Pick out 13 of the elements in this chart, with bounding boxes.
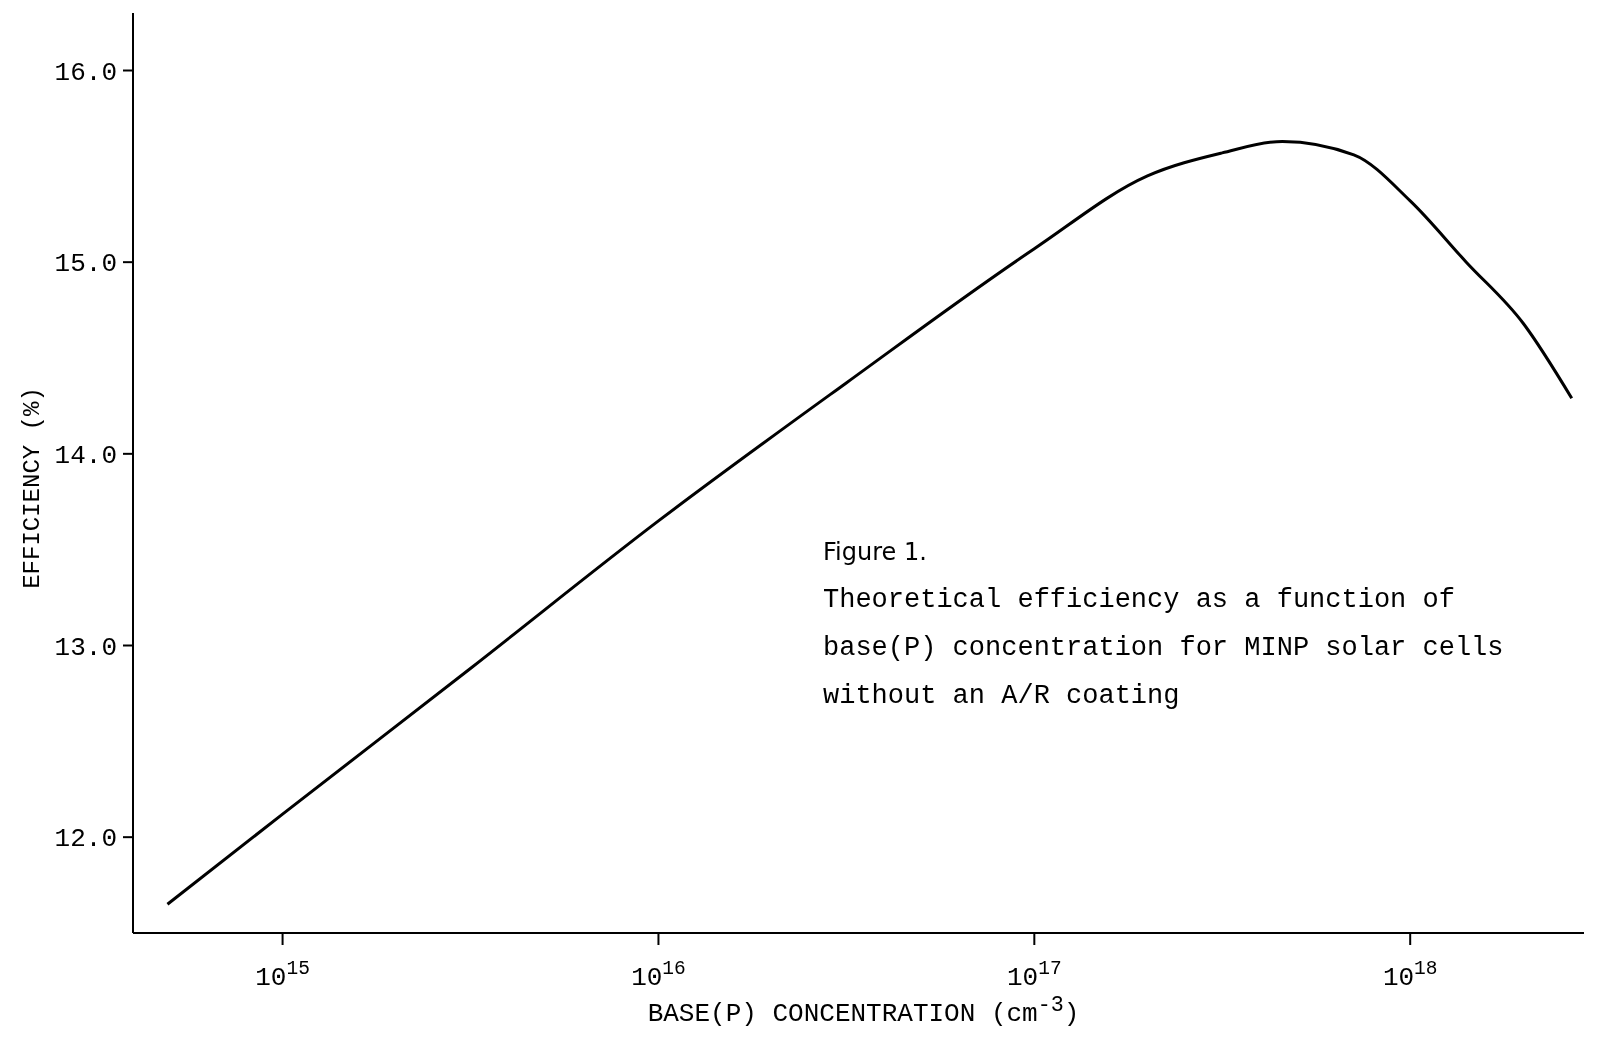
x-tick-label: 10$^{18}$ xyxy=(1382,958,1438,993)
y-axis-title: EFFICIENCY (%) xyxy=(18,387,46,589)
y-tick-label: 15.0 xyxy=(54,249,117,280)
x-tick-label: 10$^{16}$ xyxy=(631,958,686,993)
y-tick-label: 12.0 xyxy=(54,824,117,855)
y-tick-label: 14.0 xyxy=(54,440,117,471)
y-tick-label: 13.0 xyxy=(54,632,117,663)
annotation: Figure 1. xyxy=(823,537,928,568)
x-tick-label: 10$^{17}$ xyxy=(1007,958,1062,993)
annotation: Theoretical efficiency as a function of base(P) concentration for MINP solar cells without an A/R coating xyxy=(823,584,1505,713)
y-tick-label: 16.0 xyxy=(54,57,117,88)
x-axis-title: BASE(P) CONCENTRATION (cm$^{-3}$) xyxy=(646,993,1081,1029)
x-tick-label: 10$^{15}$ xyxy=(255,958,310,993)
